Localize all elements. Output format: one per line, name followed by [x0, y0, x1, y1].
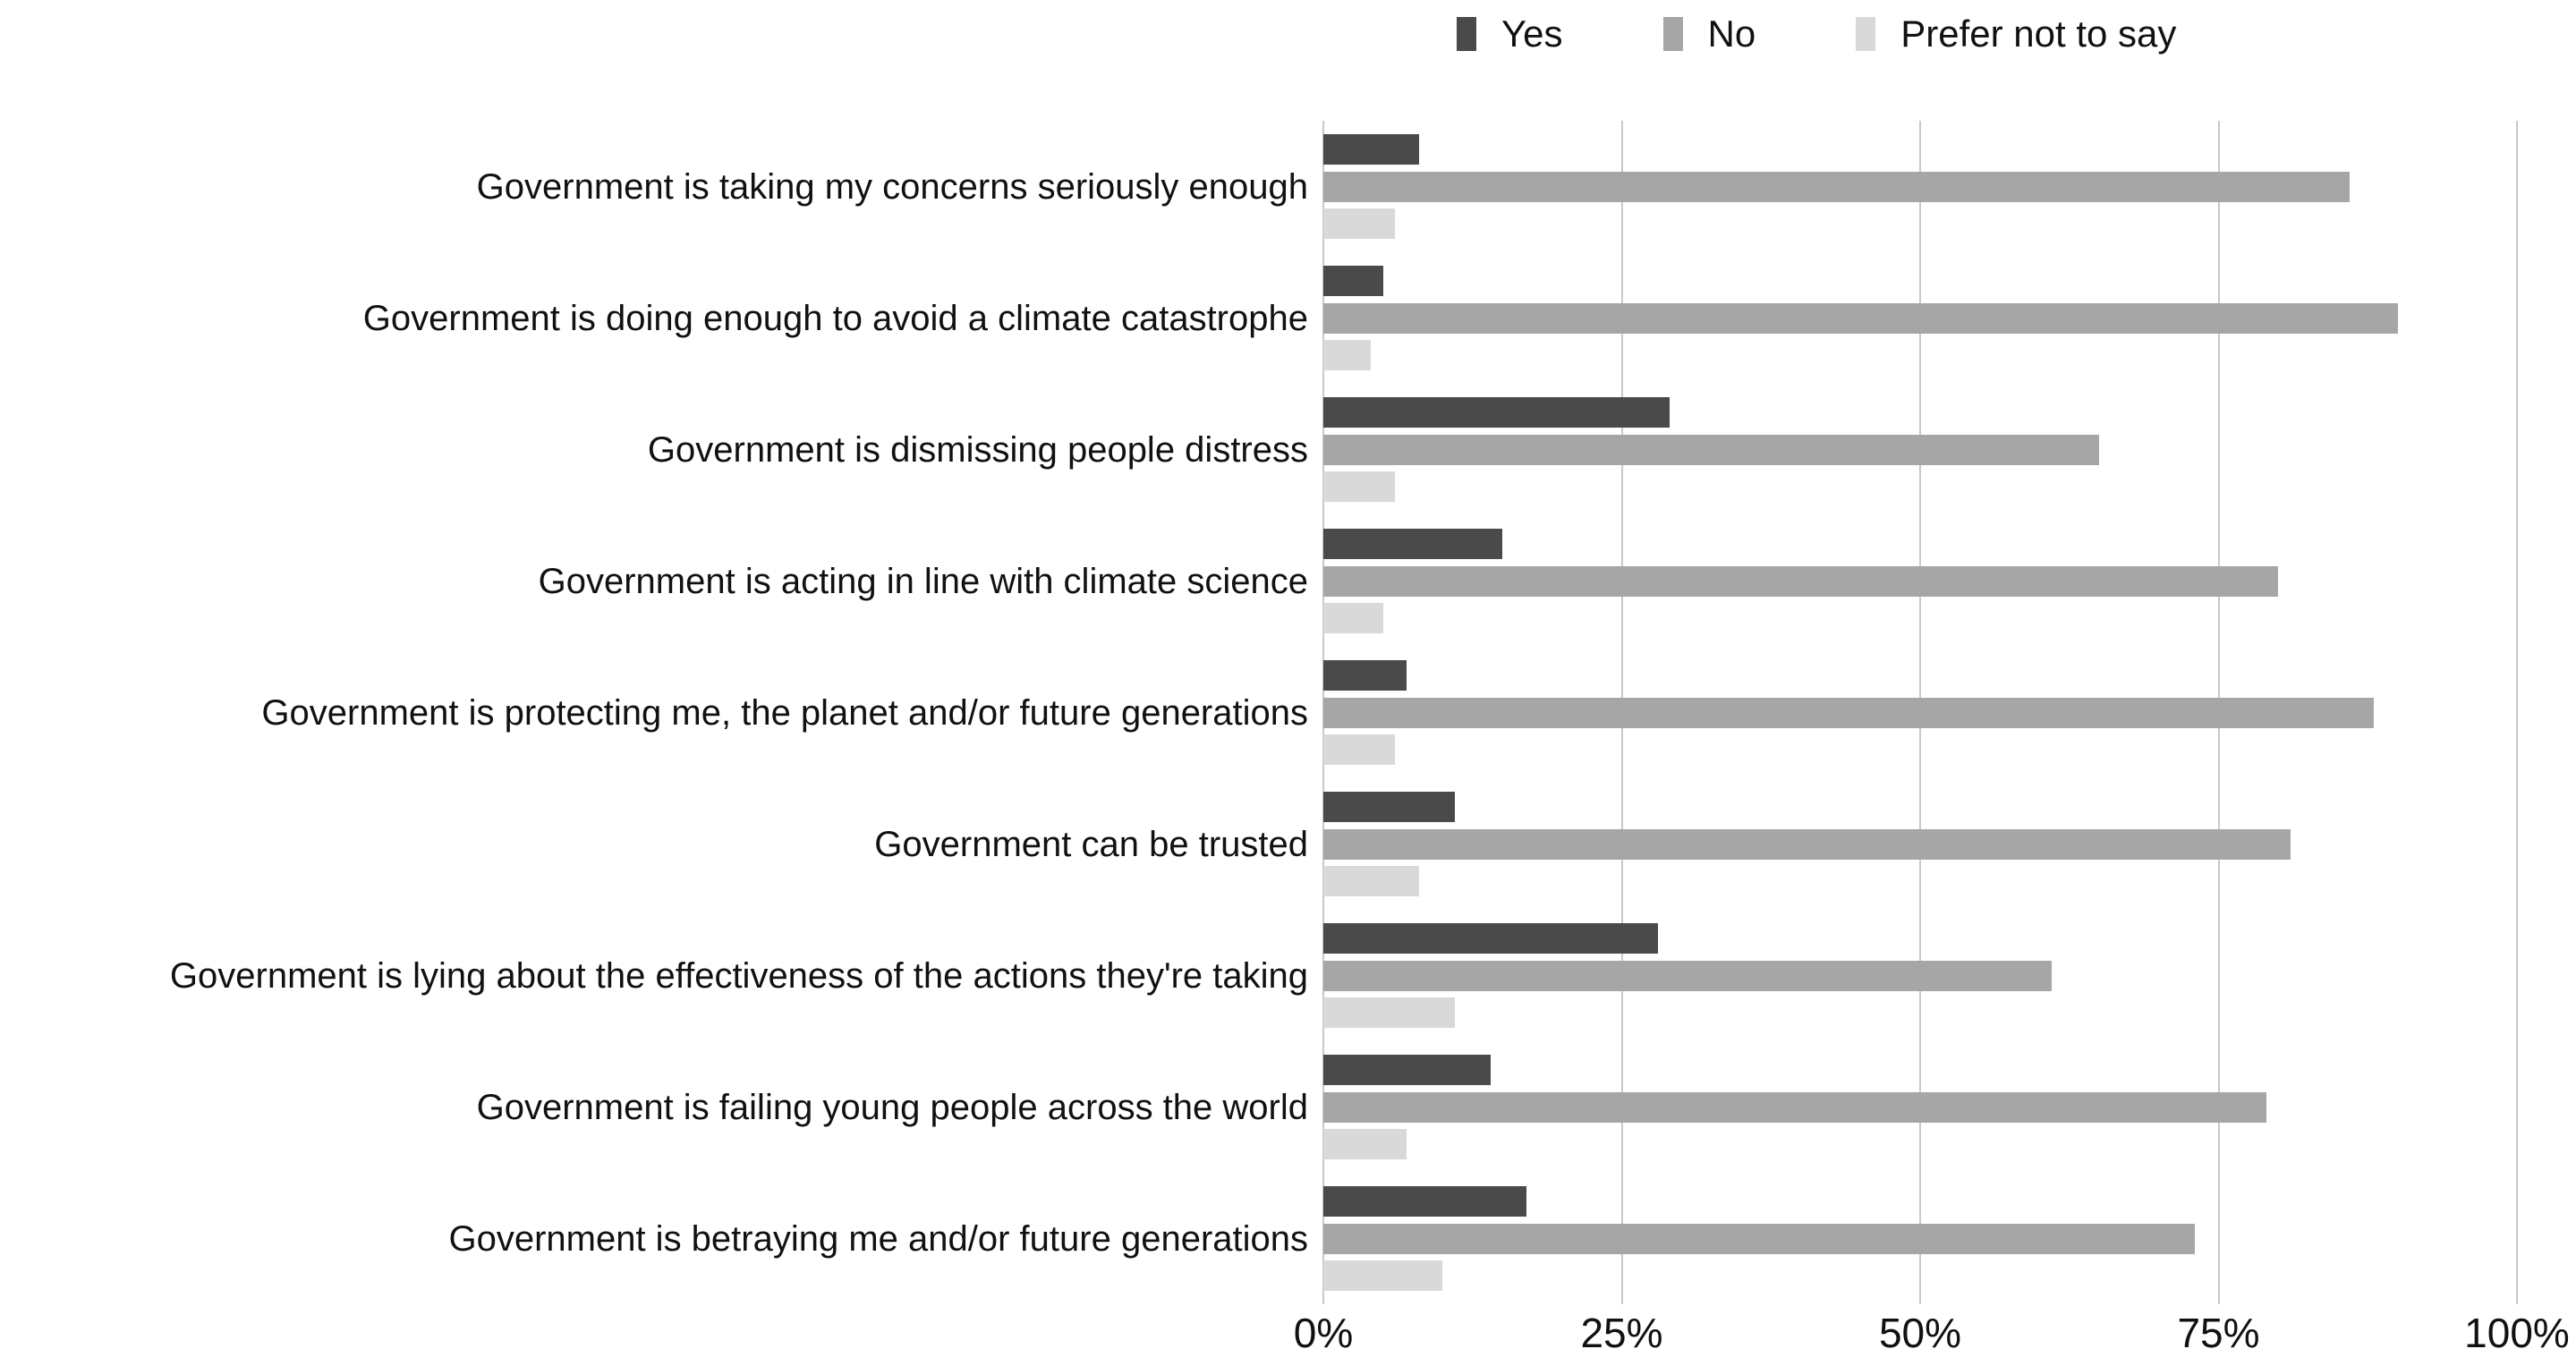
x-tick-0: 0%	[1293, 1310, 1354, 1356]
category-label-1: Government is taking my concerns serious…	[476, 166, 1308, 207]
legend-label: No	[1707, 13, 1756, 55]
legend-swatch-icon	[1457, 17, 1476, 51]
legend-label: Yes	[1501, 13, 1563, 55]
bar-prefer-not-to-say-7	[1323, 997, 1455, 1028]
bar-no-9	[1323, 1223, 2195, 1254]
bar-group-2	[1323, 252, 2517, 384]
bar-yes-7	[1323, 923, 1658, 954]
bar-yes-8	[1323, 1055, 1491, 1085]
bar-yes-5	[1323, 660, 1407, 691]
x-tick-100: 100%	[2464, 1310, 2570, 1356]
bar-prefer-not-to-say-9	[1323, 1260, 1443, 1291]
bar-yes-6	[1323, 792, 1455, 822]
bar-no-2	[1323, 302, 2398, 334]
category-label-7: Government is lying about the effectiven…	[169, 955, 1308, 996]
legend-item-1: Yes	[1457, 13, 1563, 55]
bar-yes-2	[1323, 266, 1383, 296]
bar-yes-3	[1323, 397, 1670, 428]
bar-prefer-not-to-say-5	[1323, 734, 1396, 765]
bar-prefer-not-to-say-6	[1323, 866, 1419, 896]
category-label-2: Government is doing enough to avoid a cl…	[362, 298, 1308, 338]
category-label-5: Government is protecting me, the planet …	[261, 692, 1308, 733]
category-label-3: Government is dismissing people distress	[647, 429, 1308, 470]
bar-prefer-not-to-say-8	[1323, 1129, 1407, 1159]
legend-item-2: No	[1662, 13, 1756, 55]
bar-prefer-not-to-say-4	[1323, 603, 1383, 633]
category-label-8: Government is failing young people acros…	[476, 1087, 1308, 1127]
bar-group-7	[1323, 910, 2517, 1041]
bar-no-3	[1323, 434, 2100, 465]
gridline-100	[2516, 121, 2518, 1304]
category-labels: Government is taking my concerns serious…	[0, 121, 1308, 1304]
legend-swatch-icon	[1662, 17, 1683, 51]
category-label-6: Government can be trusted	[874, 824, 1308, 864]
category-label-4: Government is acting in line with climat…	[538, 561, 1308, 601]
bar-no-4	[1323, 565, 2279, 597]
bar-prefer-not-to-say-3	[1323, 471, 1396, 502]
x-tick-25: 25%	[1580, 1310, 1663, 1356]
chart-legend: Yes No Prefer not to say	[1457, 13, 2176, 55]
legend-item-3: Prefer not to say	[1856, 13, 2176, 55]
plot-area	[1322, 121, 2518, 1304]
bar-group-4	[1323, 515, 2517, 647]
bar-yes-4	[1323, 529, 1503, 559]
legend-swatch-icon	[1856, 17, 1876, 51]
bar-no-7	[1323, 960, 2052, 991]
x-tick-50: 50%	[1878, 1310, 1962, 1356]
bar-yes-1	[1323, 134, 1419, 165]
x-tick-75: 75%	[2177, 1310, 2260, 1356]
bar-group-9	[1323, 1173, 2517, 1304]
bar-group-6	[1323, 778, 2517, 910]
bar-no-8	[1323, 1091, 2266, 1123]
bar-group-8	[1323, 1041, 2517, 1173]
bar-group-5	[1323, 647, 2517, 778]
bar-no-1	[1323, 171, 2351, 202]
bar-prefer-not-to-say-2	[1323, 340, 1372, 370]
legend-label: Prefer not to say	[1900, 13, 2177, 55]
category-label-9: Government is betraying me and/or future…	[448, 1218, 1308, 1259]
bar-yes-9	[1323, 1186, 1526, 1217]
bar-group-3	[1323, 384, 2517, 515]
x-axis: 0% 25% 50% 75% 100%	[0, 1308, 2576, 1362]
bar-no-5	[1323, 697, 2374, 728]
bar-no-6	[1323, 828, 2291, 860]
bar-prefer-not-to-say-1	[1323, 208, 1396, 239]
bar-group-1	[1323, 121, 2517, 252]
